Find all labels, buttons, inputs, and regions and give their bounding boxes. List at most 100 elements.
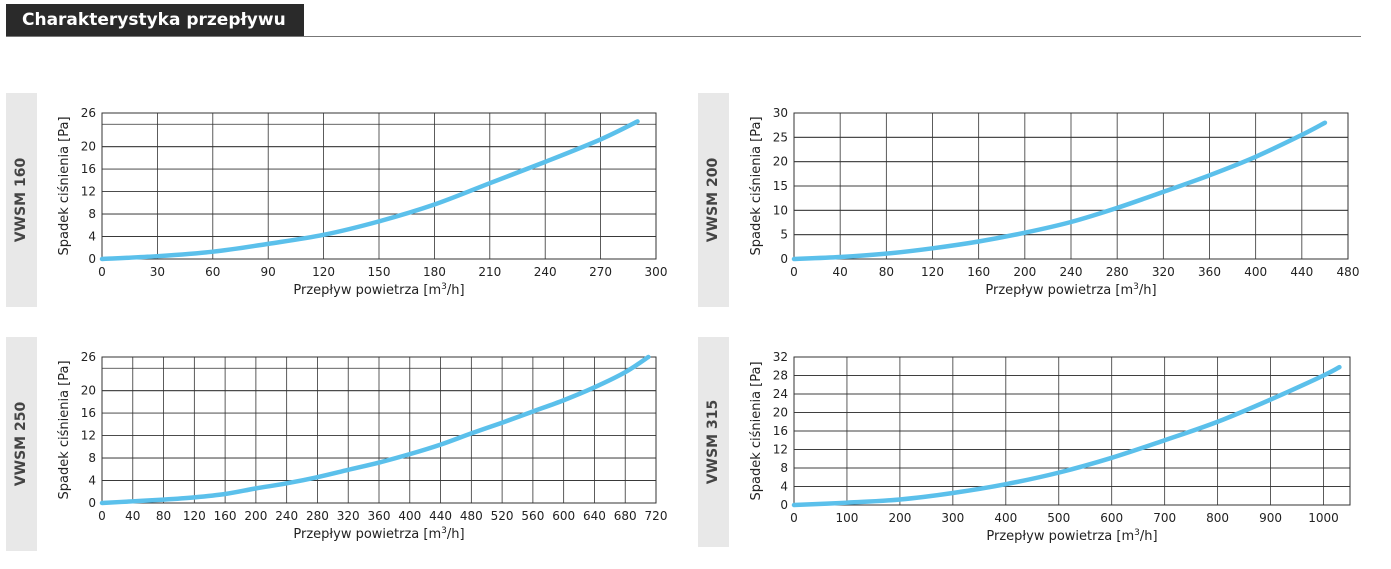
x-tick-label: 200	[244, 509, 267, 523]
y-tick-label: 8	[88, 207, 96, 221]
y-axis-label: Spadek ciśnienia [Pa]	[57, 116, 72, 255]
series-line	[791, 364, 1342, 508]
y-tick-label: 8	[88, 451, 96, 465]
x-tick-label: 280	[306, 509, 329, 523]
y-tick-label: 12	[81, 185, 96, 199]
plot-frame	[793, 356, 1351, 506]
x-tick-label: 400	[1244, 265, 1267, 279]
x-tick-label: 270	[589, 265, 612, 279]
y-axis-label: Spadek ciśnienia [Pa]	[749, 361, 764, 500]
x-tick-label: 60	[205, 265, 220, 279]
x-axis-label-sup: 3	[1134, 528, 1140, 538]
y-tick-label: 16	[81, 162, 96, 176]
chart-svg: 0 100 200 300 400 500 600 700 800 900 1000 0 4 8 12 16 2…	[749, 350, 1351, 544]
x-tick-label: 160	[967, 265, 990, 279]
x-tick-label: 600	[1100, 511, 1123, 525]
y-axis-label: Spadek ciśnienia [Pa]	[57, 360, 72, 499]
y-tick-label: 12	[81, 429, 96, 443]
y-tick-label: 25	[773, 130, 788, 144]
plot-frame	[101, 112, 657, 260]
page-title: Charakterystyka przepływu	[6, 4, 304, 37]
y-tick-label: 12	[773, 443, 788, 457]
x-tick-label: 200	[1013, 265, 1036, 279]
x-tick-label: 600	[552, 509, 575, 523]
x-tick-label: 90	[261, 265, 276, 279]
y-tick-label: 30	[773, 106, 788, 120]
chart-svg: 0 40 80 120 160 200 240 280 320 360 400 440 480 520 56…	[57, 350, 667, 542]
y-tick-label: 28	[773, 369, 788, 383]
x-tick-label: 320	[1152, 265, 1175, 279]
chart-svg: 0 40 80 120 160 200 240 280 320 360 400 440 48005101…	[749, 106, 1360, 298]
x-tick-label: 1000	[1308, 511, 1339, 525]
x-tick-label: 800	[1206, 511, 1229, 525]
y-tick-label: 0	[780, 252, 788, 266]
series-line	[99, 354, 651, 506]
y-tick-label: 16	[81, 406, 96, 420]
y-tick-label: 4	[88, 230, 96, 244]
y-tick-label: 24	[773, 387, 788, 401]
x-tick-label: 560	[521, 509, 544, 523]
y-tick-label: 0	[780, 498, 788, 512]
x-tick-label: 280	[1106, 265, 1129, 279]
x-tick-label: 40	[833, 265, 848, 279]
y-tick-label: 26	[81, 106, 96, 120]
x-axis-label-sup: 3	[441, 526, 447, 536]
y-tick-label: 0	[88, 496, 96, 510]
x-tick-label: 80	[156, 509, 171, 523]
x-axis-label: Przepływ powietrza [m3/h]	[293, 526, 464, 542]
x-tick-label: 360	[1198, 265, 1221, 279]
y-tick-label: 26	[81, 350, 96, 364]
x-axis-label-end: /h]	[447, 283, 465, 298]
x-tick-label: 480	[460, 509, 483, 523]
x-axis-label: Przepływ powietrza [m3/h]	[986, 528, 1157, 544]
plot-frame	[793, 112, 1349, 260]
x-tick-label: 320	[337, 509, 360, 523]
y-tick-label: 16	[773, 424, 788, 438]
x-tick-label: 160	[214, 509, 237, 523]
y-tick-label: 20	[81, 140, 96, 154]
x-axis-label-main: Przepływ powietrza [m	[293, 283, 441, 298]
x-tick-label: 400	[398, 509, 421, 523]
y-tick-label: 5	[780, 228, 788, 242]
x-axis-label-main: Przepływ powietrza [m	[985, 283, 1133, 298]
x-tick-label: 120	[312, 265, 335, 279]
x-axis-label-sup: 3	[1133, 282, 1139, 292]
x-tick-label: 240	[275, 509, 298, 523]
x-tick-label: 400	[994, 511, 1017, 525]
panel-side-bar: VWSM 250	[6, 337, 37, 551]
x-axis-label-end: /h]	[1140, 529, 1158, 544]
chart-panel-vwsm-160: VWSM 160 0 30 60 90 120 150 180 210 240 270 300 0 4 8 1…	[6, 93, 676, 307]
x-tick-label: 150	[368, 265, 391, 279]
x-tick-label: 640	[583, 509, 606, 523]
x-tick-label: 0	[98, 265, 106, 279]
x-tick-label: 440	[429, 509, 452, 523]
x-tick-label: 180	[423, 265, 446, 279]
x-tick-label: 210	[478, 265, 501, 279]
panel-side-bar: VWSM 315	[698, 337, 729, 547]
x-tick-label: 480	[1337, 265, 1360, 279]
y-tick-label: 20	[773, 155, 788, 169]
y-axis-label: Spadek ciśnienia [Pa]	[749, 116, 764, 255]
x-tick-label: 240	[534, 265, 557, 279]
plot-frame	[101, 356, 657, 504]
x-axis-label-end: /h]	[447, 527, 465, 542]
panel-side-bar: VWSM 200	[698, 93, 729, 307]
chart-panel-vwsm-200: VWSM 200 0 40 80 120 160 200 240 280 320 360 400 440…	[698, 93, 1368, 307]
x-tick-label: 30	[150, 265, 165, 279]
header-divider	[6, 36, 1361, 37]
x-tick-label: 680	[614, 509, 637, 523]
y-tick-label: 32	[773, 350, 788, 364]
x-axis-label-main: Przepływ powietrza [m	[293, 527, 441, 542]
x-tick-label: 240	[1060, 265, 1083, 279]
x-tick-label: 700	[1153, 511, 1176, 525]
x-axis-label: Przepływ powietrza [m3/h]	[985, 282, 1156, 298]
x-tick-label: 500	[1047, 511, 1070, 525]
y-tick-label: 4	[780, 480, 788, 494]
x-tick-label: 120	[183, 509, 206, 523]
y-tick-label: 4	[88, 474, 96, 488]
x-tick-label: 120	[921, 265, 944, 279]
y-tick-label: 10	[773, 203, 788, 217]
x-axis-label-end: /h]	[1139, 283, 1157, 298]
x-tick-label: 0	[98, 509, 106, 523]
x-tick-label: 300	[645, 265, 668, 279]
